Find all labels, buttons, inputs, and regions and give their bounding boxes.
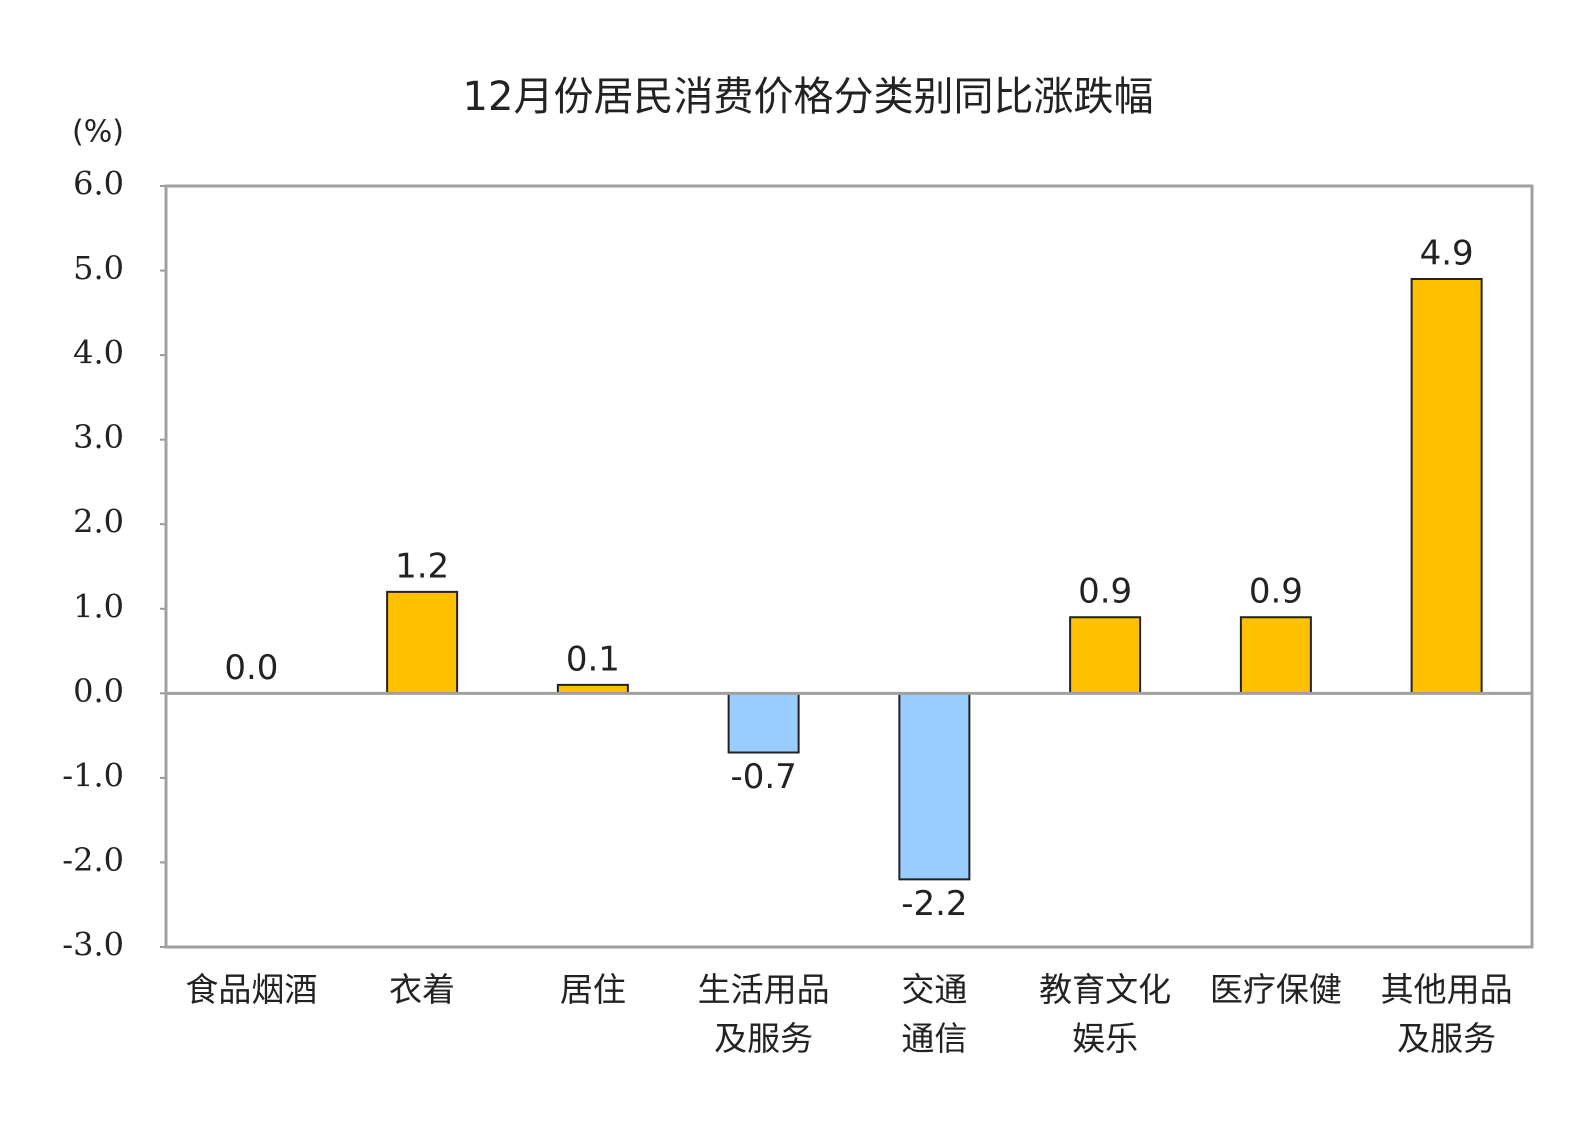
value-label: -0.7	[730, 757, 796, 797]
y-tick-label: 5.0	[73, 249, 124, 287]
value-label: 0.1	[566, 639, 620, 679]
y-tick-label: -3.0	[62, 926, 124, 964]
y-tick-label: 6.0	[73, 165, 124, 203]
y-tick-label: -2.0	[62, 841, 124, 879]
x-tick-label: 交通通信	[901, 970, 967, 1058]
value-label: 1.2	[395, 546, 449, 586]
bar	[1410, 278, 1483, 695]
y-tick-label: 2.0	[73, 503, 124, 541]
bar	[386, 590, 459, 695]
bar	[898, 692, 971, 881]
value-label: 0.0	[224, 648, 278, 688]
value-label: 4.9	[1420, 234, 1474, 274]
bar	[1239, 616, 1312, 695]
x-tick-label: 其他用品及服务	[1381, 970, 1513, 1058]
y-tick-label: 3.0	[73, 418, 124, 456]
bar	[1069, 616, 1142, 695]
value-label: 0.9	[1249, 572, 1303, 612]
y-axis-label: (%)	[72, 115, 124, 150]
value-label: -2.2	[901, 884, 967, 924]
bar	[727, 692, 800, 754]
x-tick-label: 教育文化娱乐	[1039, 970, 1171, 1058]
x-tick-label: 居住	[560, 970, 626, 1009]
value-label: 0.9	[1078, 572, 1132, 612]
plot-border	[164, 184, 1534, 949]
x-tick-label: 衣着	[389, 970, 455, 1009]
y-tick-label: 1.0	[73, 587, 124, 625]
y-tick-label: 4.0	[73, 334, 124, 372]
x-tick-label: 食品烟酒	[185, 970, 317, 1009]
x-tick-label: 生活用品及服务	[698, 970, 830, 1058]
y-tick-label: -1.0	[62, 756, 124, 794]
chart-title: 12月份居民消费价格分类别同比涨跌幅	[463, 74, 1154, 120]
y-tick-label: 0.0	[73, 672, 124, 710]
x-tick-label: 医疗保健	[1210, 970, 1342, 1009]
